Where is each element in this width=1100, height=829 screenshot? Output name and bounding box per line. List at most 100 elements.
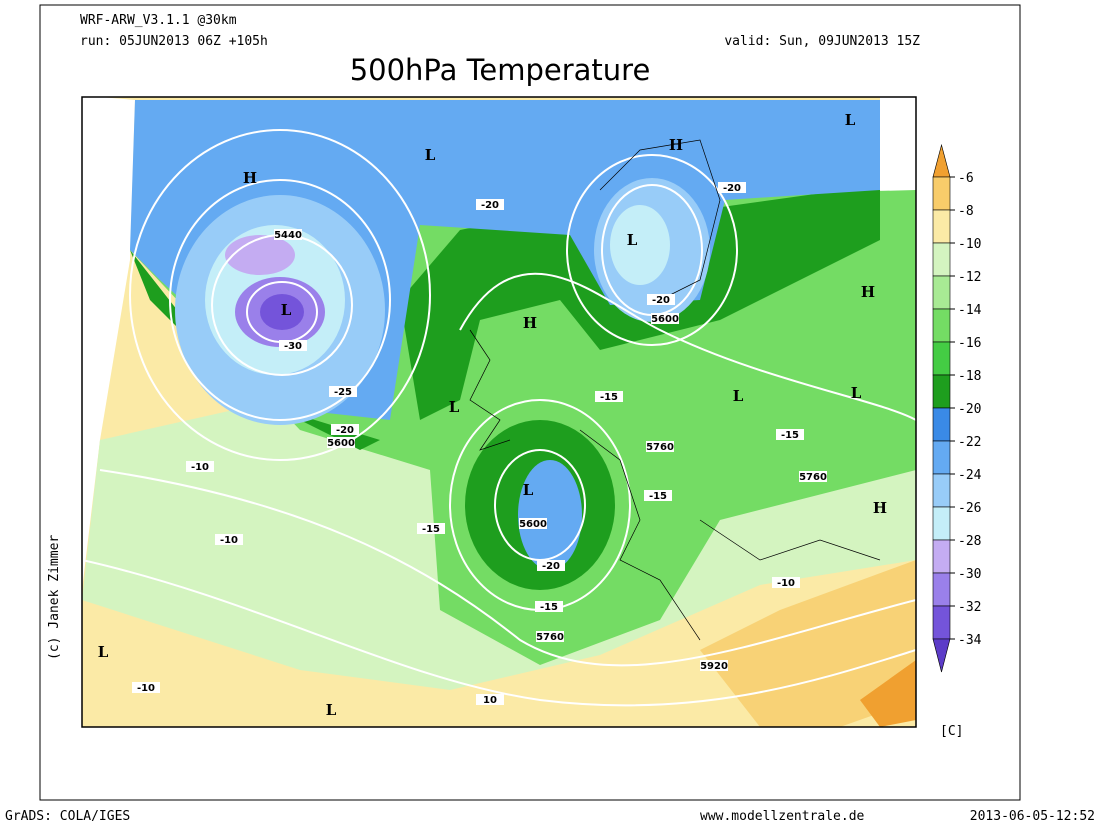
map-field (82, 97, 916, 727)
colorbar-box (932, 308, 951, 343)
contour-label-bg (417, 523, 445, 534)
colorbar-tick-label: -18 (958, 369, 981, 384)
contour-label: 5760 (799, 472, 827, 483)
contour-label-bg (595, 391, 623, 402)
colorbar-arrow-top (932, 143, 951, 178)
contour-label: 5600 (519, 519, 547, 530)
colorbar-arrow-bottom (932, 638, 951, 673)
contour-label: -25 (334, 387, 352, 398)
contour-label: 5760 (536, 632, 564, 643)
contour-label: -15 (600, 392, 618, 403)
contour-label-bg (644, 490, 672, 501)
contour-label-bg (327, 437, 355, 448)
contour-label-bg (476, 694, 504, 705)
contour-label-bg (646, 441, 674, 452)
contour-label: -10 (220, 535, 238, 546)
frame (39, 4, 1021, 801)
pressure-system: L (326, 701, 337, 719)
contour-label: -20 (481, 200, 499, 211)
contour-label-bg (274, 229, 302, 240)
colorbar-tick-label: -14 (958, 303, 982, 318)
colorbar-tick-label: -24 (958, 468, 982, 483)
contour-label: -15 (540, 602, 558, 613)
colorbar-tick-label: -32 (958, 600, 981, 615)
pressure-system: L (523, 481, 534, 499)
contour-label: 5920 (700, 661, 728, 672)
contour-label-bg (772, 577, 800, 588)
contour-label: -15 (422, 524, 440, 535)
contour-label: -15 (649, 491, 667, 502)
model-label: WRF-ARW_V3.1.1 @30km (80, 13, 237, 28)
contour-label: -10 (137, 683, 155, 694)
contour-label-bg (519, 518, 547, 529)
pressure-system: H (523, 314, 537, 332)
colorbar-box (932, 539, 951, 574)
title: 500hPa Temperature (350, 53, 651, 87)
colorbar-tick-label: -10 (958, 237, 981, 252)
contour-label-bg (799, 471, 827, 482)
contour-label-bg (279, 340, 307, 351)
pressure-system: L (845, 111, 856, 129)
pressure-system: H (669, 136, 683, 154)
contour-label-bg (329, 386, 357, 397)
pressure-system: H (243, 169, 257, 187)
pressure-system: H (873, 499, 887, 517)
contour-label: 5760 (646, 442, 674, 453)
contour-label-bg (651, 313, 679, 324)
colorbar-tick-label: -30 (958, 567, 981, 582)
contour-label: 10 (483, 695, 497, 706)
footer-center: www.modellzentrale.de (700, 809, 865, 824)
colorbar-tick-label: -8 (958, 204, 974, 219)
contour-label-bg (647, 294, 675, 305)
colorbar-tick-label: -26 (958, 501, 981, 516)
contour-label-bg (537, 560, 565, 571)
contour-label: 5440 (274, 230, 302, 241)
pressure-system: L (851, 384, 862, 402)
contour-label-bg (215, 534, 243, 545)
colorbar-tick-label: -22 (958, 435, 981, 450)
contour-label-bg (776, 429, 804, 440)
run-label: run: 05JUN2013 06Z +105h (80, 34, 268, 49)
footer-right: 2013-06-05-12:52 (970, 809, 1095, 824)
pressure-system: L (425, 146, 436, 164)
credit: (c) Janek Zimmer (47, 535, 62, 660)
colorbar-box (932, 209, 951, 244)
pressure-system: L (449, 398, 460, 416)
pressure-system: L (627, 231, 638, 249)
footer-left: GrADS: COLA/IGES (5, 809, 130, 824)
contour-label: -10 (191, 462, 209, 473)
contour-label-bg (186, 461, 214, 472)
colorbar-box (932, 572, 951, 607)
colorbar-tick-label: -20 (958, 402, 981, 417)
colorbar-tick-label: -28 (958, 534, 981, 549)
colorbar-box (932, 275, 951, 310)
contour-label: -20 (336, 425, 354, 436)
colorbar-tick-label: -34 (958, 633, 982, 648)
valid-label: valid: Sun, 09JUN2013 15Z (724, 34, 920, 49)
colorbar-box (932, 341, 951, 376)
colorbar-box (932, 242, 951, 277)
colorbar-box (932, 440, 951, 475)
contour-label: -20 (652, 295, 670, 306)
pressure-system: H (861, 283, 875, 301)
contour-label: -20 (542, 561, 560, 572)
contour-label-bg (331, 424, 359, 435)
contour-label-bg (718, 182, 746, 193)
colorbar-box (932, 473, 951, 508)
contour-label-bg (132, 682, 160, 693)
contour-label: -30 (284, 341, 302, 352)
contour-label-bg (700, 660, 728, 671)
pressure-system: L (98, 643, 109, 661)
contour-label-bg (476, 199, 504, 210)
contour-label: -20 (723, 183, 741, 194)
contour-label: 5600 (327, 438, 355, 449)
colorbar-box (932, 176, 951, 211)
colorbar-tick-label: -16 (958, 336, 981, 351)
colorbar-box (932, 407, 951, 442)
contour-label: 5600 (651, 314, 679, 325)
contour-label-bg (535, 601, 563, 612)
contour-label: -10 (777, 578, 795, 589)
colorbar-tick-label: -6 (958, 171, 974, 186)
contour-label: -15 (781, 430, 799, 441)
